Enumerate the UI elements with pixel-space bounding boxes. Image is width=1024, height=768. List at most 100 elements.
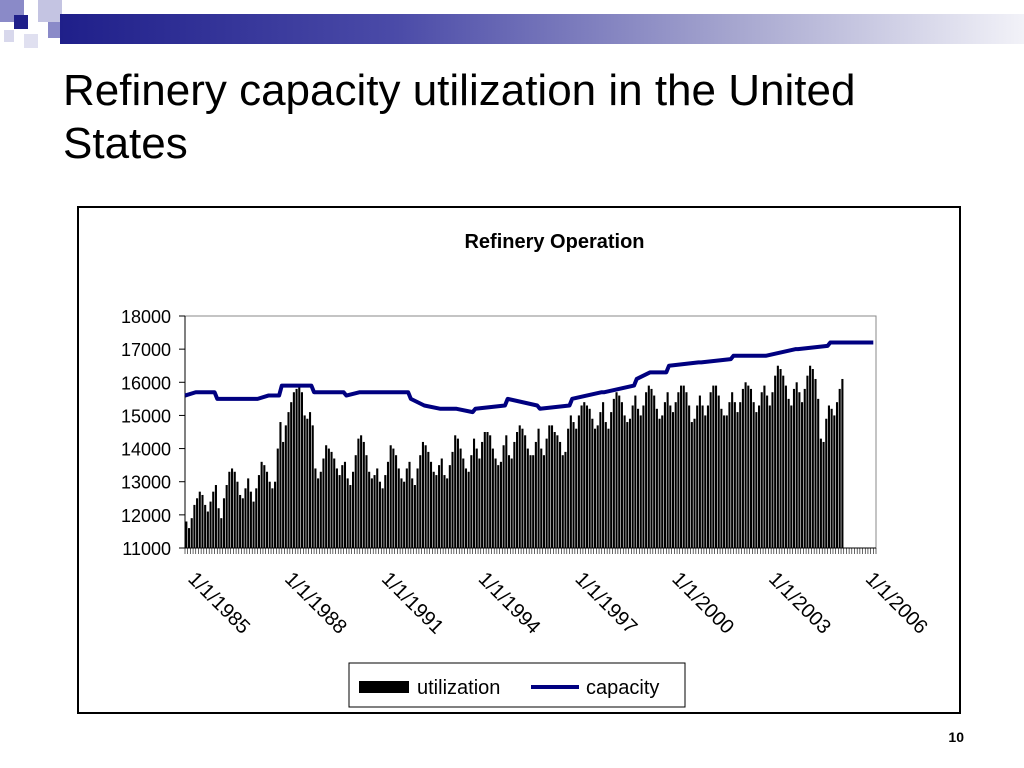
utilization-bar bbox=[185, 521, 188, 548]
utilization-bar bbox=[607, 428, 610, 548]
utilization-bar bbox=[507, 455, 511, 548]
utilization-bar bbox=[408, 461, 411, 548]
utilization-bar bbox=[564, 451, 567, 548]
y-tick-label: 16000 bbox=[121, 373, 171, 393]
utilization-bar bbox=[241, 498, 244, 548]
utilization-bar bbox=[830, 408, 833, 548]
utilization-bar bbox=[647, 385, 650, 548]
utilization-bar bbox=[739, 402, 742, 548]
utilization-bar bbox=[795, 382, 798, 548]
utilization-bar bbox=[534, 441, 537, 548]
utilization-bar bbox=[599, 412, 602, 548]
utilization-bar bbox=[389, 445, 392, 548]
utilization-bar bbox=[322, 458, 325, 548]
utilization-bar bbox=[249, 491, 252, 548]
utilization-bar bbox=[295, 388, 298, 548]
utilization-bar bbox=[330, 451, 333, 548]
utilization-bar bbox=[346, 478, 349, 548]
utilization-bar bbox=[728, 402, 731, 548]
utilization-bar bbox=[454, 435, 457, 548]
utilization-bar bbox=[790, 405, 793, 548]
x-tick-label: 1/1/2006 bbox=[861, 568, 932, 639]
utilization-bar bbox=[284, 425, 287, 548]
utilization-bar bbox=[696, 405, 699, 548]
utilization-bar bbox=[779, 369, 782, 548]
utilization-bar bbox=[682, 385, 685, 548]
utilization-bar bbox=[416, 468, 419, 548]
utilization-bar bbox=[733, 402, 736, 548]
utilization-bar bbox=[801, 402, 804, 548]
utilization-bar bbox=[300, 392, 303, 548]
utilization-bar bbox=[333, 458, 336, 548]
utilization-bar bbox=[478, 458, 481, 548]
y-tick-label: 12000 bbox=[121, 506, 171, 526]
utilization-bar bbox=[537, 428, 540, 548]
utilization-bar bbox=[612, 398, 615, 548]
utilization-bar bbox=[521, 428, 524, 548]
utilization-bar bbox=[354, 455, 357, 548]
utilization-bar bbox=[723, 415, 726, 548]
utilization-bar bbox=[655, 408, 658, 548]
utilization-bar bbox=[809, 365, 812, 548]
utilization-bar bbox=[524, 435, 527, 548]
utilization-bar bbox=[593, 428, 597, 548]
utilization-bar bbox=[771, 392, 774, 548]
chart-frame: Refinery Operation 11000 12000 13000 14000 15… bbox=[77, 206, 961, 714]
utilization-bar bbox=[397, 468, 400, 548]
utilization-bar bbox=[645, 392, 648, 548]
utilization-bar bbox=[489, 435, 492, 548]
utilization-bar bbox=[502, 445, 505, 548]
utilization-bar bbox=[803, 388, 806, 548]
utilization-bar bbox=[287, 412, 290, 548]
utilization-bar bbox=[556, 435, 559, 548]
y-tick-label: 14000 bbox=[121, 440, 171, 460]
utilization-bar bbox=[443, 475, 446, 548]
utilization-bar bbox=[268, 481, 271, 548]
utilization-bar bbox=[349, 485, 352, 548]
utilization-bar bbox=[685, 392, 688, 548]
utilization-bar bbox=[370, 478, 373, 548]
utilization-bar bbox=[486, 432, 489, 548]
utilization-bar bbox=[298, 385, 301, 548]
utilization-bar bbox=[405, 468, 408, 548]
utilization-bar bbox=[559, 441, 562, 548]
utilization-bar bbox=[386, 461, 390, 548]
utilization-bar bbox=[577, 415, 580, 548]
utilization-bar bbox=[714, 385, 718, 548]
utilization-bar bbox=[373, 475, 376, 548]
utilization-bar bbox=[481, 441, 484, 548]
utilization-bar bbox=[435, 475, 438, 548]
utilization-bar bbox=[658, 418, 661, 548]
utilization-bar bbox=[618, 395, 621, 548]
utilization-bar bbox=[335, 468, 338, 548]
utilization-bar bbox=[451, 451, 454, 548]
utilization-bar bbox=[583, 402, 586, 548]
utilization-bar bbox=[440, 458, 443, 548]
page-number: 10 bbox=[948, 729, 964, 745]
utilization-bar bbox=[575, 428, 578, 548]
utilization-bar bbox=[228, 471, 231, 548]
utilization-bar bbox=[360, 435, 363, 548]
utilization-bar bbox=[550, 425, 554, 548]
utilization-bar bbox=[317, 478, 320, 548]
y-tick-label: 11000 bbox=[122, 539, 171, 559]
utilization-bar bbox=[776, 365, 779, 548]
utilization-bar bbox=[526, 448, 529, 548]
utilization-bar bbox=[542, 455, 545, 548]
utilization-bar bbox=[225, 485, 228, 548]
utilization-bar bbox=[755, 412, 758, 548]
utilization-bar bbox=[637, 408, 640, 548]
utilization-bar bbox=[572, 422, 575, 548]
utilization-bar bbox=[822, 441, 825, 548]
utilization-bar bbox=[669, 405, 672, 548]
utilization-bar bbox=[464, 468, 468, 548]
utilization-bar bbox=[462, 458, 465, 548]
utilization-bar bbox=[279, 422, 282, 548]
utilization-bar bbox=[343, 461, 347, 548]
utilization-bar bbox=[798, 392, 801, 548]
utilization-bar bbox=[352, 471, 355, 548]
refinery-operation-chart: Refinery Operation 11000 12000 13000 14000 15… bbox=[121, 231, 932, 708]
utilization-bar bbox=[545, 438, 548, 548]
utilization-bar bbox=[201, 494, 204, 548]
utilization-bar bbox=[392, 448, 395, 548]
